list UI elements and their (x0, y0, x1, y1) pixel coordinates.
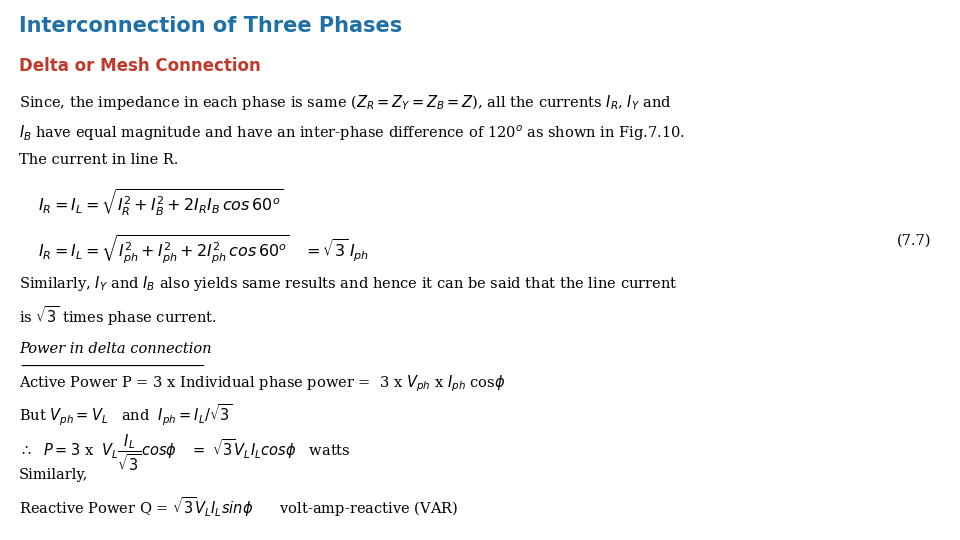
Text: Reactive Power Q = $\sqrt{3}V_LI_L sin\phi$      volt-amp-reactive (VAR): Reactive Power Q = $\sqrt{3}V_LI_L sin\p… (19, 495, 459, 518)
Text: $I_R = I_L = \sqrt{I_R^2 + I_B^2 + 2I_RI_B\, cos\, 60^o}$: $I_R = I_L = \sqrt{I_R^2 + I_B^2 + 2I_RI… (38, 188, 284, 218)
Text: (7.7): (7.7) (897, 234, 931, 248)
Text: Since, the impedance in each phase is same ($Z_R = Z_Y = Z_B = Z$), all the curr: Since, the impedance in each phase is sa… (19, 93, 672, 112)
Text: Interconnection of Three Phases: Interconnection of Three Phases (19, 16, 402, 36)
Text: $I_R = I_L = \sqrt{I_{ph}^2 + I_{ph}^2 + 2I_{ph}^2\, cos\, 60^o}$   $= \sqrt{3}\: $I_R = I_L = \sqrt{I_{ph}^2 + I_{ph}^2 +… (38, 234, 370, 266)
Text: The current in line R.: The current in line R. (19, 153, 179, 167)
Text: Delta or Mesh Connection: Delta or Mesh Connection (19, 57, 261, 75)
Text: is $\sqrt{3}$ times phase current.: is $\sqrt{3}$ times phase current. (19, 304, 217, 328)
Text: But $V_{ph} = V_L$   and  $I_{ph} = I_L /\sqrt{3}$: But $V_{ph} = V_L$ and $I_{ph} = I_L /\s… (19, 403, 233, 428)
Text: $\therefore$  $P = 3$ x  $V_L \dfrac{I_L}{\sqrt{3}} cos\phi$   $=$ $\sqrt{3}V_LI: $\therefore$ $P = 3$ x $V_L \dfrac{I_L}{… (19, 433, 350, 472)
Text: $I_B$ have equal magnitude and have an inter-phase difference of 120$^o$ as show: $I_B$ have equal magnitude and have an i… (19, 123, 685, 143)
Text: Similarly,: Similarly, (19, 468, 88, 482)
Text: Power in delta connection: Power in delta connection (19, 342, 212, 356)
Text: Similarly, $I_Y$ and $I_B$ also yields same results and hence it can be said tha: Similarly, $I_Y$ and $I_B$ also yields s… (19, 274, 678, 293)
Text: Active Power P = 3 x Individual phase power =  3 x $V_{ph}$ x $I_{ph}$ cos$\phi$: Active Power P = 3 x Individual phase po… (19, 373, 506, 394)
